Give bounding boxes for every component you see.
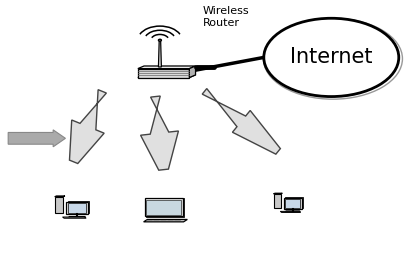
Polygon shape bbox=[55, 196, 65, 197]
Polygon shape bbox=[63, 217, 86, 218]
Polygon shape bbox=[274, 194, 281, 208]
Polygon shape bbox=[55, 197, 63, 213]
Polygon shape bbox=[189, 66, 196, 78]
Text: Internet: Internet bbox=[290, 48, 373, 67]
Polygon shape bbox=[145, 198, 182, 216]
Polygon shape bbox=[285, 197, 303, 208]
Polygon shape bbox=[70, 90, 106, 163]
Polygon shape bbox=[146, 200, 181, 215]
Ellipse shape bbox=[264, 18, 399, 97]
Polygon shape bbox=[280, 211, 301, 212]
Polygon shape bbox=[202, 88, 281, 154]
Polygon shape bbox=[138, 75, 196, 78]
Polygon shape bbox=[68, 203, 86, 213]
Polygon shape bbox=[144, 220, 187, 222]
Polygon shape bbox=[141, 96, 178, 170]
Polygon shape bbox=[66, 201, 88, 214]
Polygon shape bbox=[68, 201, 89, 213]
Polygon shape bbox=[138, 66, 196, 69]
Polygon shape bbox=[138, 69, 189, 78]
Polygon shape bbox=[274, 193, 282, 194]
Polygon shape bbox=[283, 198, 302, 209]
Polygon shape bbox=[285, 199, 300, 208]
Text: Wireless
Router: Wireless Router bbox=[202, 6, 249, 28]
Polygon shape bbox=[285, 211, 300, 212]
Circle shape bbox=[158, 39, 162, 41]
FancyArrow shape bbox=[8, 130, 65, 147]
Polygon shape bbox=[158, 41, 162, 67]
Polygon shape bbox=[146, 198, 184, 217]
